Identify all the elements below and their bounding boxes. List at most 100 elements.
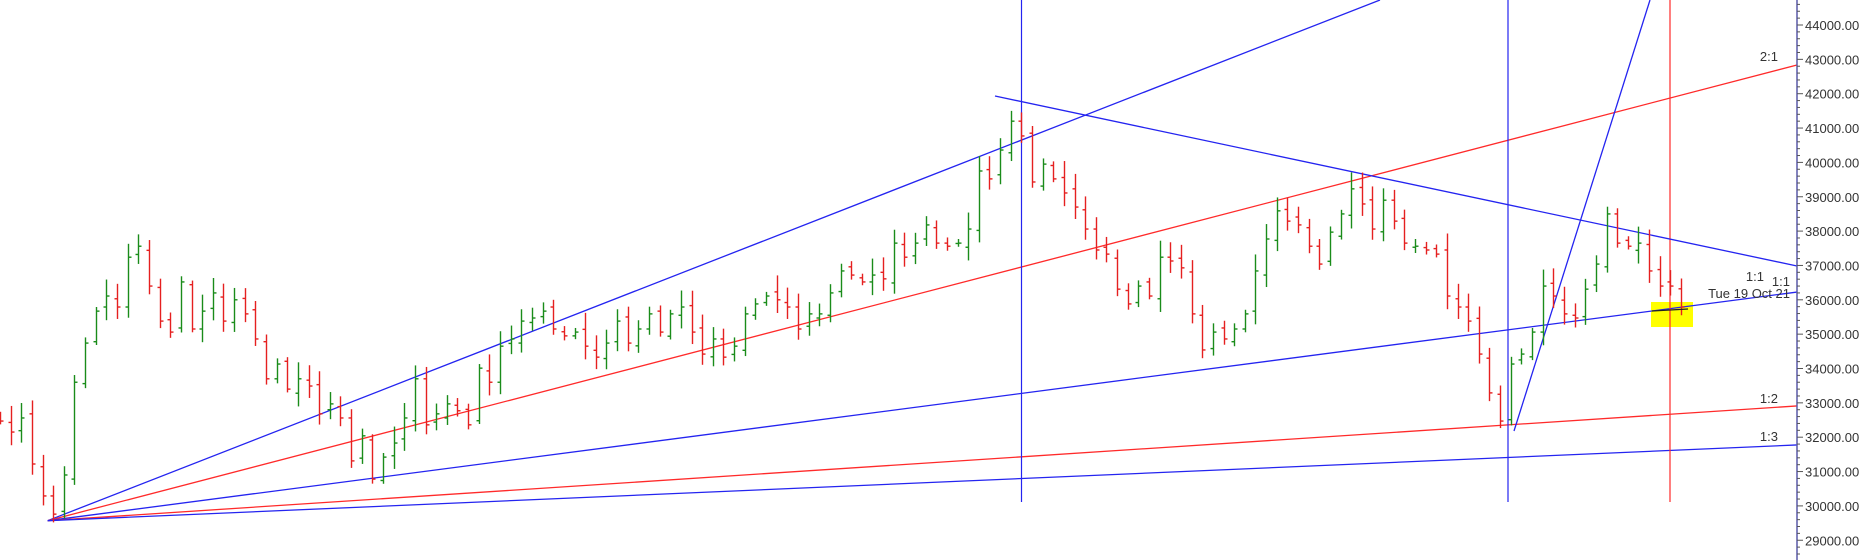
- ohlc-bar: [1646, 229, 1653, 283]
- ohlc-bar: [1306, 218, 1313, 254]
- y-tick-label: 44000.00: [1805, 18, 1859, 33]
- y-tick-label: 42000.00: [1805, 87, 1859, 102]
- fan-label-2-1: 2:1: [1760, 49, 1778, 64]
- fan-line-1-2[interactable]: [47, 405, 1798, 522]
- ohlc-bar: [18, 403, 25, 443]
- ohlc-bar: [689, 290, 696, 345]
- ohlc-bar: [955, 239, 962, 247]
- ohlc-bar: [1518, 348, 1525, 365]
- ohlc-bar: [1061, 161, 1068, 207]
- ohlc-bar: [582, 312, 589, 360]
- ohlc-bar: [1029, 125, 1036, 188]
- ohlc-bar: [1444, 233, 1451, 310]
- fan-label-1-2: 1:2: [1760, 391, 1778, 406]
- ohlc-bar: [763, 291, 770, 306]
- ohlc-bar: [1550, 268, 1557, 308]
- ohlc-bar: [1050, 161, 1057, 183]
- ohlc-bar: [657, 305, 664, 337]
- ohlc-bar: [699, 314, 706, 365]
- ohlc-bar: [1497, 385, 1504, 429]
- ohlc-bar: [838, 263, 845, 298]
- y-tick-label: 38000.00: [1805, 224, 1859, 239]
- highlight-box: [1651, 302, 1693, 327]
- ohlc-bar: [1593, 255, 1600, 293]
- ohlc-bar: [731, 337, 738, 362]
- ohlc-bar: [465, 403, 472, 430]
- ohlc-bar: [1359, 172, 1366, 216]
- fan-label-1-1-extra: 1:1: [1772, 274, 1790, 289]
- ohlc-bar: [0, 411, 4, 425]
- ohlc-bar: [61, 466, 68, 519]
- ohlc-bar: [1369, 186, 1376, 240]
- y-tick-label: 32000.00: [1805, 430, 1859, 445]
- ohlc-bar: [933, 220, 940, 249]
- y-tick-label: 33000.00: [1805, 396, 1859, 411]
- ohlc-bar: [1625, 236, 1632, 250]
- ohlc-bar: [742, 306, 749, 357]
- ohlc-bar: [1582, 278, 1589, 325]
- ohlc-bar: [1274, 197, 1281, 252]
- ohlc-bar: [167, 312, 174, 338]
- ohlc-bar: [82, 337, 89, 389]
- descending-trendline[interactable]: [994, 95, 1798, 267]
- ohlc-bar: [1252, 254, 1259, 325]
- current-price-marker: [1651, 308, 1689, 312]
- ohlc-bar: [50, 485, 57, 523]
- ohlc-bar: [1327, 226, 1334, 266]
- ohlc-bar: [550, 299, 557, 335]
- ohlc-bar: [848, 261, 855, 280]
- ohlc-bar: [497, 331, 504, 395]
- fan-label-1-3: 1:3: [1760, 429, 1778, 444]
- steep-trendline[interactable]: [1513, 0, 1651, 432]
- ohlc-bar: [944, 237, 951, 251]
- ohlc-bar: [486, 354, 493, 396]
- ohlc-bar: [306, 365, 313, 398]
- ohlc-bar: [635, 320, 642, 353]
- ohlc-bar: [157, 278, 164, 329]
- ohlc-bar: [1178, 244, 1185, 279]
- ohlc-bar: [625, 306, 632, 352]
- y-tick-label: 29000.00: [1805, 533, 1859, 548]
- ohlc-bar: [1508, 356, 1515, 426]
- ohlc-bar: [774, 275, 781, 313]
- fan-line-steep[interactable]: [47, 0, 1381, 522]
- ohlc-bar: [103, 279, 110, 321]
- ohlc-bar: [869, 258, 876, 296]
- ohlc-bar: [220, 283, 227, 332]
- ohlc-bar: [1412, 239, 1419, 254]
- ohlc-bar: [614, 309, 621, 352]
- ohlc-bar: [1103, 236, 1110, 263]
- fan-line-1-1[interactable]: [47, 291, 1798, 522]
- ohlc-bar: [189, 280, 196, 333]
- y-tick-label: 39000.00: [1805, 190, 1859, 205]
- ohlc-bar: [71, 375, 78, 485]
- ohlc-bar: [1433, 244, 1440, 258]
- ohlc-bar: [1316, 239, 1323, 270]
- ohlc-bar: [1114, 249, 1121, 297]
- fan-line-1-3[interactable]: [47, 444, 1798, 522]
- ohlc-bar: [859, 273, 866, 286]
- ohlc-bar: [391, 426, 398, 469]
- ohlc-bar: [359, 428, 366, 464]
- ohlc-bar: [572, 327, 579, 340]
- ohlc-bar: [1604, 206, 1611, 273]
- ohlc-bar: [199, 294, 206, 343]
- ohlc-bar: [476, 364, 483, 425]
- price-axis[interactable]: 44000.00 43000.00 42000.00 41000.00 40000.00…: [1796, 0, 1859, 560]
- ohlc-bar: [1082, 196, 1089, 240]
- ohlc-bar: [678, 290, 685, 329]
- ohlc-bar: [125, 243, 132, 318]
- ohlc-bar: [316, 371, 323, 425]
- ohlc-bar: [1199, 304, 1206, 359]
- ohlc-bar: [1295, 206, 1302, 234]
- ohlc-bar: [263, 334, 270, 385]
- ohlc-bar: [997, 138, 1004, 185]
- ohlc-bar: [965, 212, 972, 261]
- ohlc-bar: [1657, 256, 1664, 297]
- y-tick-label: 40000.00: [1805, 155, 1859, 170]
- fan-line-2-1[interactable]: [47, 64, 1798, 522]
- ohlc-bar: [986, 156, 993, 190]
- ohlc-bar: [178, 276, 185, 333]
- ohlc-bar: [880, 257, 887, 291]
